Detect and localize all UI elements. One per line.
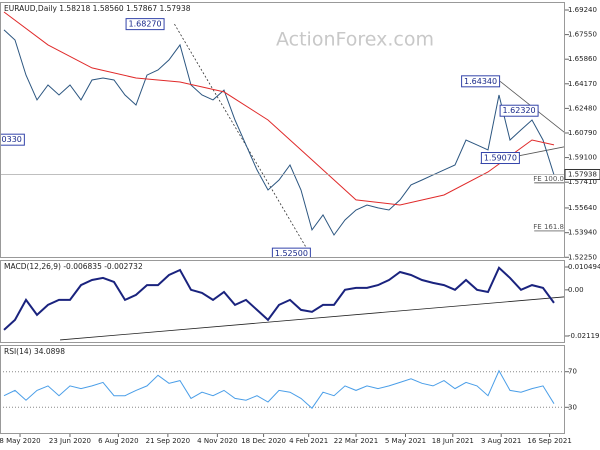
x-tick-label: 6 Aug 2020 — [98, 437, 138, 445]
y-tick-label: 1.59100 — [568, 154, 597, 162]
panel-frame — [0, 345, 565, 434]
panel — [3, 266, 565, 341]
x-tick-label: 8 May 2020 — [0, 437, 41, 445]
annotation-label: 1.52500 — [275, 249, 308, 258]
y-tick-label: 70 — [568, 368, 577, 376]
y-tick-label: 1.55640 — [568, 204, 597, 212]
trendline — [174, 23, 311, 254]
annotation-box — [271, 247, 311, 258]
y-tick-label: 30 — [568, 403, 577, 411]
x-tick-label: 4 Feb 2021 — [289, 437, 328, 445]
panel-frame — [0, 2, 565, 258]
panel-title: MACD(12,26,9) -0.006835 -0.002732 — [4, 262, 143, 271]
annotation-label: 1.62320 — [503, 106, 536, 115]
watermark: ActionForex.com — [276, 29, 434, 51]
panel: 1.68270 1.64340 1.62320 1.59070 1.52500 1.603… — [0, 11, 565, 258]
panel-title: EURAUD,Daily 1.58218 1.58560 1.57867 1.5… — [4, 4, 191, 13]
annotation-box — [480, 152, 520, 165]
panel-title: RSI(14) 34.0898 — [4, 347, 65, 356]
annotation-label: 1.60330 — [0, 135, 22, 144]
y-tick-label: 1.64170 — [568, 80, 597, 88]
y-tick-label: 0.00 — [568, 286, 584, 294]
y-tick-label: 1.57410 — [568, 178, 597, 186]
x-tick-label: 5 May 2021 — [385, 437, 426, 445]
y-tick-label: 1.65860 — [568, 55, 597, 63]
annotation-label: 1.68270 — [129, 20, 162, 29]
series-line — [3, 369, 555, 409]
x-tick-label: 3 Aug 2021 — [481, 437, 521, 445]
x-tick-label: 16 Sep 2021 — [527, 437, 571, 445]
x-tick-label: 18 Dec 2020 — [241, 437, 286, 445]
level-label: FE 161.8 — [533, 223, 564, 231]
series-line — [3, 29, 555, 236]
panel-frame — [0, 260, 565, 343]
last-price-label: 1.57938 — [568, 170, 597, 178]
level-label: FE 100.0 — [533, 175, 564, 183]
y-tick-label: 1.60790 — [568, 129, 597, 137]
y-tick-label: 1.53940 — [568, 229, 597, 237]
annotation-box — [0, 133, 25, 146]
y-tick-label: 1.67550 — [568, 31, 597, 39]
y-tick-label: -0.02119 — [568, 332, 599, 340]
y-tick-label: 1.62480 — [568, 104, 597, 112]
annotation-label: 1.59070 — [484, 154, 517, 163]
annotation-label: 1.64340 — [464, 77, 497, 86]
x-tick-label: 4 Nov 2020 — [197, 437, 237, 445]
y-tick-label: 1.52250 — [568, 253, 597, 261]
series-line — [3, 266, 555, 331]
annotation-box — [461, 75, 501, 88]
annotation-box — [125, 18, 165, 31]
y-tick-label: 0.010494 — [568, 263, 600, 271]
trendline — [60, 296, 565, 341]
panel — [0, 369, 565, 409]
last-price-box — [564, 168, 600, 180]
annotation-box — [499, 104, 539, 117]
x-tick-label: 22 Mar 2021 — [334, 437, 378, 445]
y-tick-label: 1.69240 — [568, 6, 597, 14]
x-tick-label: 21 Sep 2020 — [146, 437, 190, 445]
x-tick-label: 23 Jun 2020 — [49, 437, 91, 445]
x-tick-label: 18 Jun 2021 — [432, 437, 474, 445]
series-line — [3, 11, 555, 206]
